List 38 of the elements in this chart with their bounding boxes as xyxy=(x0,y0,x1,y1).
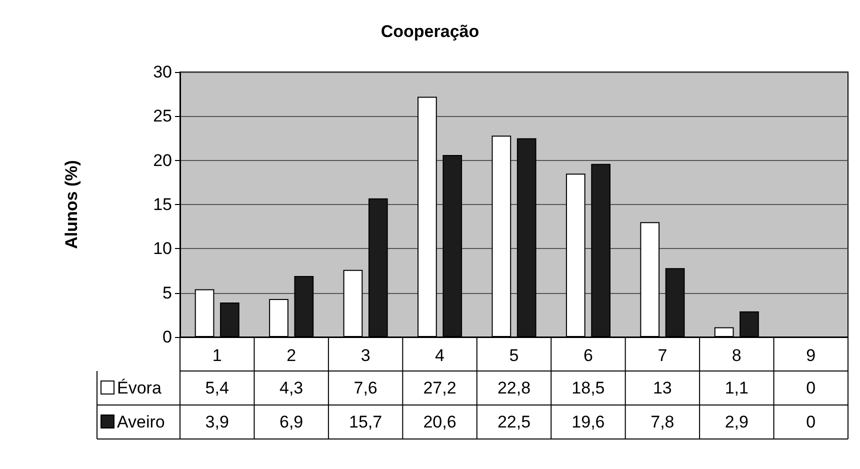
data-label: 19,6 xyxy=(572,412,605,432)
data-label: 7,8 xyxy=(650,412,674,432)
y-tick-label: 20 xyxy=(153,150,172,170)
data-label: 7,6 xyxy=(354,378,378,398)
y-tick-label: 25 xyxy=(153,106,172,126)
chart-title: Cooperação xyxy=(380,22,480,41)
x-tick-label: 8 xyxy=(732,346,742,365)
data-label: 22,8 xyxy=(497,378,531,398)
data-label: 18,5 xyxy=(572,378,605,398)
legend-label: Aveiro xyxy=(117,412,165,432)
data-label: 0 xyxy=(806,378,816,398)
y-tick-label: 0 xyxy=(162,328,172,346)
data-label: 3,9 xyxy=(205,412,229,432)
y-axis-title: Alunos (%) xyxy=(62,160,81,249)
x-tick-label: 6 xyxy=(583,346,593,365)
x-tick-label: 1 xyxy=(212,346,222,365)
data-label: 2,9 xyxy=(724,412,748,432)
data-label: 22,5 xyxy=(497,412,531,432)
data-label: 15,7 xyxy=(349,412,382,432)
data-label: 13 xyxy=(652,378,672,398)
x-tick-label: 9 xyxy=(806,346,816,365)
y-tick-label: 10 xyxy=(153,239,172,258)
data-label: 27,2 xyxy=(423,378,456,398)
y-tick-label: 15 xyxy=(153,195,172,214)
legend-label: Évora xyxy=(117,378,162,398)
data-label: 6,9 xyxy=(280,412,304,432)
data-label: 1,1 xyxy=(724,378,748,398)
x-tick-label: 4 xyxy=(435,346,445,365)
x-tick-label: 3 xyxy=(360,346,370,365)
x-tick-label: 7 xyxy=(658,346,668,365)
x-tick-label: 5 xyxy=(509,346,519,365)
y-tick-label: 5 xyxy=(162,283,172,302)
y-tick-label: 30 xyxy=(153,62,172,82)
data-label: 20,6 xyxy=(423,412,456,432)
data-label: 5,4 xyxy=(205,378,229,398)
x-tick-label: 2 xyxy=(286,346,296,365)
data-label: 4,3 xyxy=(280,378,304,398)
data-label: 0 xyxy=(806,412,816,432)
